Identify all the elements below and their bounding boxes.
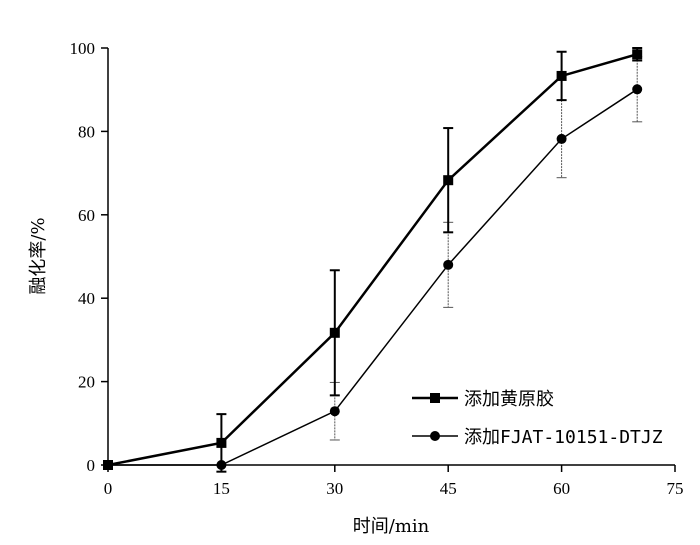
x-tick-label: 30 bbox=[326, 479, 343, 498]
data-point-square bbox=[632, 49, 643, 60]
data-point-circle bbox=[632, 84, 643, 95]
y-tick-label: 100 bbox=[70, 39, 96, 58]
x-tick-label: 15 bbox=[213, 479, 230, 498]
data-point-square bbox=[443, 175, 454, 186]
data-point-circle bbox=[329, 406, 340, 417]
axes: 0 15 30 45 60 75 0 20 40 60 80 100 bbox=[70, 39, 684, 498]
y-tick-label: 20 bbox=[78, 373, 95, 392]
series-line bbox=[108, 88, 638, 466]
legend-marker-circle bbox=[430, 431, 440, 441]
data-point-square bbox=[329, 327, 340, 338]
x-tick-label: 75 bbox=[667, 479, 684, 498]
legend-marker-square bbox=[430, 393, 440, 403]
series-line bbox=[107, 53, 638, 467]
x-tick-label: 45 bbox=[440, 479, 457, 498]
legend-label: 添加FJAT-10151-DTJZ bbox=[464, 427, 663, 448]
x-axis-label: 时间/min bbox=[353, 516, 430, 537]
y-tick-label: 40 bbox=[78, 289, 95, 308]
data-point-square bbox=[556, 70, 567, 81]
legend-label: 添加黄原胶 bbox=[464, 389, 554, 410]
x-tick-label: 0 bbox=[104, 479, 113, 498]
plot-area bbox=[103, 47, 643, 473]
data-point-square bbox=[216, 437, 227, 448]
data-point-circle bbox=[556, 133, 567, 144]
y-tick-label: 60 bbox=[78, 206, 95, 225]
y-tick-label: 80 bbox=[78, 122, 95, 141]
y-tick-label: 0 bbox=[87, 456, 96, 475]
data-point-square bbox=[103, 460, 113, 470]
data-point-circle bbox=[443, 259, 454, 270]
x-tick-label: 60 bbox=[553, 479, 570, 498]
y-axis-label: 融化率/% bbox=[28, 217, 49, 294]
